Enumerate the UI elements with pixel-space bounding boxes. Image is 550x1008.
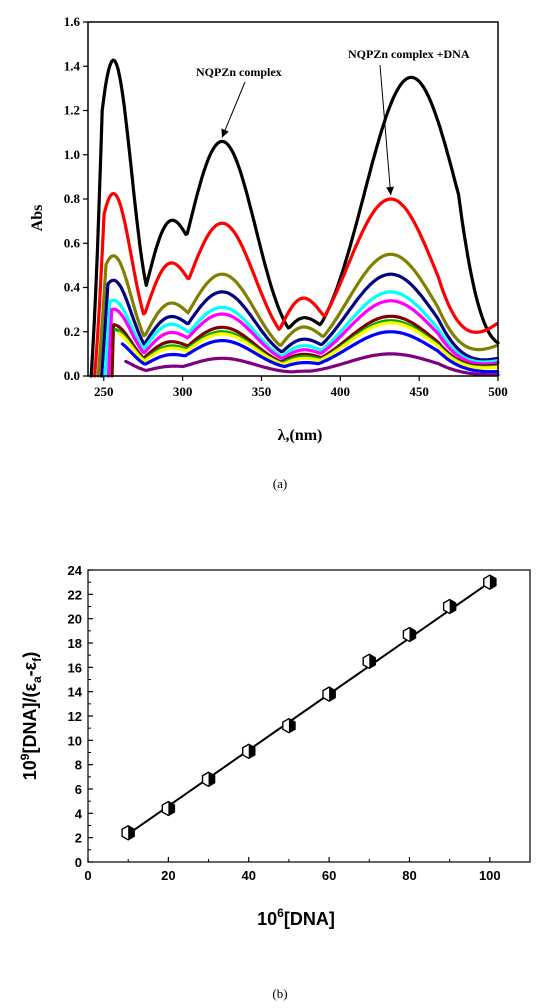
absorbance-curve-11: [124, 352, 500, 377]
y-tick-label: 1.0: [64, 147, 80, 162]
absorbance-curve-1: [89, 58, 500, 378]
y-tick-label: 14: [68, 685, 83, 700]
x-tick-label: 500: [488, 384, 508, 399]
data-point: [282, 717, 296, 734]
annotation-complex: NQPZn complex: [196, 65, 282, 79]
absorbance-curve-3: [96, 252, 499, 378]
absorbance-curve-4: [100, 272, 499, 378]
x-tick-label: 0: [84, 868, 91, 883]
data-point: [402, 626, 417, 643]
absorbance-curve-6: [106, 299, 500, 378]
data-point: [483, 574, 497, 591]
data-point: [442, 598, 457, 615]
absorbance-curves: [89, 58, 500, 378]
y-tick-label: 22: [68, 587, 82, 602]
x-tick-label: 100: [479, 868, 501, 883]
annotation-arrowhead-2: [386, 186, 395, 195]
panel-a: 250 300 350 400 450 500 0.0 0.2 0.4 0.6 0.8 1.0 1.2 1…: [29, 14, 508, 491]
y-tick-label: 1.6: [64, 14, 81, 29]
x-axis-label-a: λ,(nm): [278, 427, 323, 444]
x-tick-label: 80: [402, 868, 416, 883]
annotation-arrowhead-1: [221, 128, 229, 138]
y-tick-label: 1.4: [64, 58, 81, 73]
absorbance-curve-2: [93, 191, 499, 378]
annotation-arrow-1: [221, 81, 246, 138]
y-tick-label: 4: [75, 806, 83, 821]
x-tick-label: 450: [409, 384, 429, 399]
y-tick-label: 20: [68, 612, 82, 627]
x-tick-label: 350: [252, 384, 272, 399]
y-tick-label: 12: [68, 709, 82, 724]
y-tick-label: 8: [75, 758, 82, 773]
data-point: [362, 653, 376, 670]
absorbance-curve-10: [120, 330, 500, 374]
y-tick-label: 0.4: [64, 280, 81, 295]
x-axis-label-b: 106[DNA]: [257, 906, 335, 929]
x-tick-label: 300: [173, 384, 193, 399]
y-tick-label: 16: [68, 660, 82, 675]
absorbance-curve-7: [110, 314, 499, 378]
y-axis-label-a: Abs: [29, 205, 46, 232]
y-tick-label: 18: [68, 636, 82, 651]
y-tick-label: 0.0: [64, 368, 80, 383]
data-point: [322, 686, 336, 702]
x-tick-label: 40: [241, 868, 255, 883]
data-point: [161, 800, 176, 817]
x-tick-label: 20: [161, 868, 175, 883]
x-tick-label: 60: [322, 868, 336, 883]
y-tick-label: 1.2: [64, 103, 80, 118]
data-point: [121, 824, 135, 841]
x-tick-label: 400: [331, 384, 351, 399]
absorbance-curve-5: [103, 290, 500, 378]
data-points-b: [121, 574, 497, 841]
y-tick-label: 0.2: [64, 324, 80, 339]
absorbance-curve-9: [117, 321, 499, 370]
axis-ticks-a: 250 300 350 400 450 500 0.0 0.2 0.4 0.6 0.8 1.0 1.2 1…: [64, 14, 508, 399]
panel-label-b: (b): [272, 986, 287, 1001]
plot-frame-b: [87, 569, 531, 863]
data-point: [201, 771, 216, 788]
y-tick-label: 10: [68, 733, 82, 748]
y-tick-label: 0.8: [64, 191, 81, 206]
x-tick-label: 250: [94, 384, 114, 399]
y-tick-label: 2: [75, 831, 82, 846]
y-tick-label: 0: [75, 855, 82, 870]
data-point: [241, 743, 256, 760]
y-tick-label: 6: [75, 782, 82, 797]
y-tick-label: 24: [68, 563, 83, 578]
y-axis-label-b: 109[DNA]/(εa-εf): [18, 652, 44, 780]
annotation-arrow-2: [379, 64, 392, 196]
linear-fit-line: [127, 581, 491, 835]
y-tick-label: 0.6: [64, 235, 81, 250]
panel-label-a: (a): [273, 476, 287, 491]
annotation-complex-dna: NQPZn complex +DNA: [348, 47, 470, 61]
